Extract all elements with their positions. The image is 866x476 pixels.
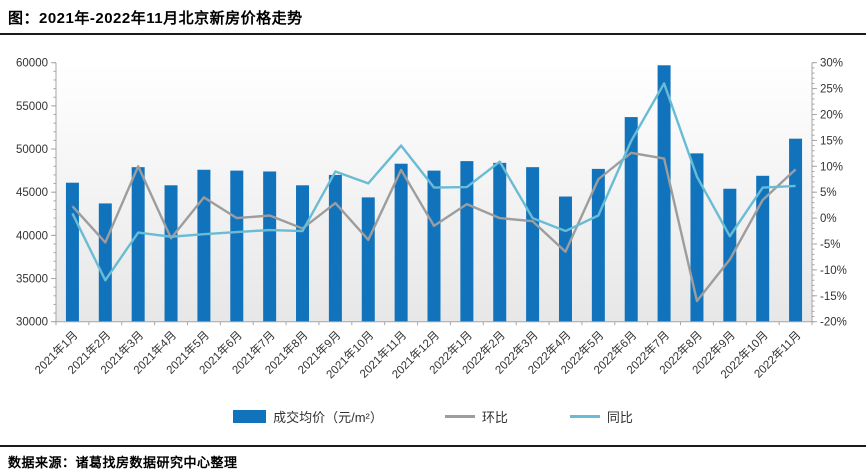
title-divider	[0, 33, 866, 35]
svg-text:-20%: -20%	[820, 317, 847, 329]
svg-text:5%: 5%	[820, 187, 837, 199]
price-bar	[296, 185, 310, 322]
legend-price-label: 成交均价（元/m²）	[273, 410, 383, 425]
price-bar	[558, 196, 572, 322]
price-bar	[65, 182, 79, 322]
legend-item-price: 成交均价（元/m²）	[233, 407, 383, 426]
legend-item-yoy: 同比	[569, 407, 633, 426]
price-bar	[131, 167, 145, 322]
price-bar	[460, 161, 474, 322]
svg-text:0%: 0%	[820, 213, 837, 225]
svg-text:40000: 40000	[16, 230, 48, 242]
price-bar	[723, 188, 737, 322]
chart-canvas: 30000350004000045000500005500060000-20%-…	[16, 58, 847, 382]
svg-text:55000: 55000	[16, 101, 48, 113]
price-bar	[361, 197, 375, 322]
svg-text:30%: 30%	[820, 58, 843, 70]
yoy-line-swatch-icon	[569, 415, 600, 418]
y-axis-left: 30000 35000 40000 45000 50000 55000 60000	[16, 58, 57, 329]
price-bar	[98, 203, 112, 322]
x-tick-labels: 2021年1月2021年2月2021年3月2021年4月2021年5月2021年…	[32, 328, 804, 381]
data-source: 数据来源：诸葛找房数据研究中心整理	[8, 455, 238, 470]
legend-yoy-label: 同比	[606, 410, 633, 425]
price-bar	[263, 171, 277, 322]
svg-text:35000: 35000	[16, 274, 48, 286]
price-bar	[394, 163, 408, 322]
mom-line	[71, 151, 797, 303]
yoy-line	[71, 82, 796, 282]
price-trend-chart: 30000 35000 40000 45000 50000 55000 60000 -20% -…	[0, 36, 866, 402]
y-axis-right: -20% -15% -10% -5% 0% 5% 10% 15% 20% 25% 30%	[811, 58, 847, 329]
price-bar	[427, 170, 441, 322]
x-axis	[55, 321, 813, 326]
price-bar	[164, 185, 178, 322]
legend-mom-label: 环比	[481, 410, 508, 425]
svg-text:-5%: -5%	[820, 239, 840, 251]
svg-text:10%: 10%	[820, 161, 843, 173]
mom-line-swatch-icon	[444, 415, 475, 418]
price-bar	[657, 65, 671, 322]
svg-text:45000: 45000	[16, 187, 48, 199]
svg-text:30000: 30000	[16, 317, 48, 329]
price-bar	[789, 138, 803, 322]
price-bar	[756, 175, 770, 322]
legend-item-mom: 环比	[444, 407, 508, 426]
price-bar	[230, 170, 244, 322]
price-bar	[328, 174, 342, 322]
price-bar	[197, 169, 211, 322]
bar-swatch-icon	[233, 410, 267, 423]
svg-text:60000: 60000	[16, 58, 48, 70]
price-bar	[624, 117, 638, 322]
svg-text:20%: 20%	[820, 110, 843, 122]
svg-text:15%: 15%	[820, 135, 843, 147]
price-bar	[526, 167, 540, 322]
svg-text:25%: 25%	[820, 84, 843, 96]
svg-text:-10%: -10%	[820, 265, 847, 277]
footer-divider	[0, 445, 866, 447]
price-bar	[493, 162, 507, 322]
chart-title: 图：2021年-2022年11月北京新房价格走势	[8, 10, 303, 27]
svg-text:50000: 50000	[16, 144, 48, 156]
price-bar	[690, 153, 704, 322]
svg-text:-15%: -15%	[820, 291, 847, 303]
chart-legend: 成交均价（元/m²） 环比 同比	[0, 407, 866, 426]
